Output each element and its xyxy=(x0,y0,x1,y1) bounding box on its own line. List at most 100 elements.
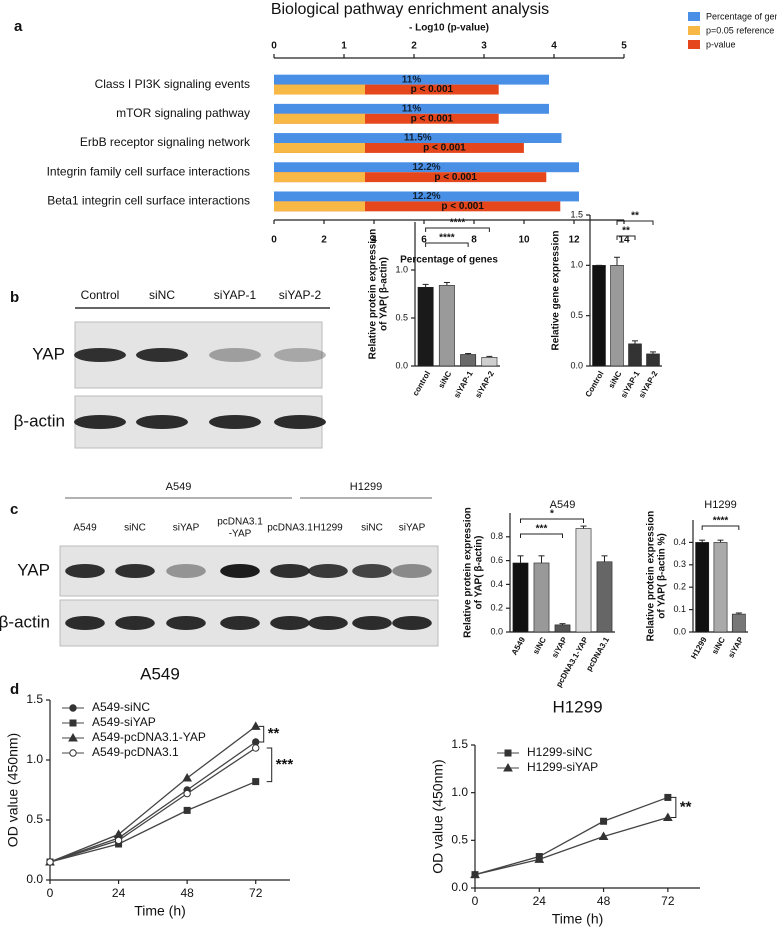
blot-band xyxy=(209,348,261,362)
y-axis-label: Relative gene expression xyxy=(551,230,562,350)
blot-band xyxy=(65,616,105,630)
point xyxy=(250,721,261,730)
point xyxy=(182,772,193,782)
bar xyxy=(610,265,624,367)
annotation: p < 0.001 xyxy=(441,201,484,212)
annotation: *** xyxy=(276,756,294,773)
lane-label: -YAP xyxy=(229,529,252,540)
point xyxy=(46,858,54,866)
point xyxy=(600,817,608,825)
bar xyxy=(438,285,455,367)
row-label: β-actin xyxy=(14,411,65,430)
y-tick-label: 1.5 xyxy=(26,692,43,706)
blot-band xyxy=(352,616,392,630)
legend-label: Percentage of gene xyxy=(706,11,777,21)
y-tick-label: 0.4 xyxy=(490,579,503,589)
x2-tick-label: 4 xyxy=(551,41,557,52)
bar xyxy=(274,103,549,114)
blot-band xyxy=(308,564,348,578)
x-tick-label: H1299 xyxy=(689,635,709,660)
bar xyxy=(533,562,550,633)
x-tick-label: siNC xyxy=(710,635,727,655)
blot-band xyxy=(136,415,188,429)
legend-label: A549-siYAP xyxy=(92,715,156,729)
annotation: p < 0.001 xyxy=(423,143,466,154)
x2-tick-label: 0 xyxy=(271,41,277,52)
legend-label: p-value xyxy=(706,39,736,49)
bar xyxy=(592,265,606,367)
annotation: ** xyxy=(268,725,280,742)
point xyxy=(183,789,191,798)
x-tick-label: 10 xyxy=(518,235,530,246)
y-axis-label: of YAP( β-actin) xyxy=(379,257,390,331)
bar xyxy=(481,357,498,367)
y-axis-label: OD value (450nm) xyxy=(5,733,21,847)
blot-band xyxy=(392,564,432,578)
y-tick-label: 0.0 xyxy=(490,626,503,636)
blot-band xyxy=(65,564,105,578)
y-axis-label: Relative protein expression xyxy=(368,229,379,360)
y-tick-label: 0.5 xyxy=(570,310,583,320)
blot-band xyxy=(270,564,310,578)
legend-marker xyxy=(503,762,513,772)
y-tick-label: 1.0 xyxy=(395,264,408,274)
x-tick-label: siNC xyxy=(437,369,454,389)
x2-tick-label: 1 xyxy=(341,41,347,52)
y-tick-label: 1.0 xyxy=(26,752,43,766)
y-tick-label: 0.5 xyxy=(26,812,43,826)
significance-bracket xyxy=(616,235,636,240)
annotation: p < 0.001 xyxy=(434,172,477,183)
annotation: p < 0.001 xyxy=(411,113,454,124)
blot-band xyxy=(352,564,392,578)
significance-bracket xyxy=(616,220,654,225)
y-tick-label: 0.5 xyxy=(395,312,408,322)
lane-label: siYAP-2 xyxy=(279,288,322,302)
lane-label: siNC xyxy=(361,523,383,534)
blot-band xyxy=(308,616,348,630)
x2-tick-label: 2 xyxy=(411,41,417,52)
significance-bracket xyxy=(670,796,677,818)
y-tick-label: 1.5 xyxy=(451,737,468,751)
bar xyxy=(274,143,524,153)
x-tick-label: siYAP-1 xyxy=(452,369,475,400)
annotation: ** xyxy=(622,226,630,237)
point xyxy=(183,806,191,814)
chart-title: A549 xyxy=(140,664,180,683)
x-tick-label: 48 xyxy=(597,894,611,908)
bar xyxy=(274,201,561,212)
annotation: **** xyxy=(439,233,455,244)
lane-label: pcDNA3.1 xyxy=(267,523,313,534)
category-label: ErbB receptor signaling network xyxy=(80,135,251,149)
y-axis-label: of YAP( β-actin) xyxy=(474,536,485,610)
point xyxy=(252,738,260,746)
y-axis-label: OD value (450nm) xyxy=(430,759,446,873)
blot-band xyxy=(274,415,326,429)
x-tick-label: siNC xyxy=(607,369,624,389)
x-tick-label: 24 xyxy=(112,886,126,900)
x-tick-label: 0 xyxy=(271,235,277,246)
annotation: **** xyxy=(713,516,729,527)
category-label: mTOR signaling pathway xyxy=(116,106,250,120)
y-tick-label: 0.2 xyxy=(673,582,686,592)
y-tick-label: 0.0 xyxy=(673,626,686,636)
y-tick-label: 0.0 xyxy=(26,872,43,886)
significance-bracket xyxy=(520,533,563,538)
bar xyxy=(274,84,365,95)
y-tick-label: 0.5 xyxy=(451,833,468,847)
blot-band xyxy=(392,616,432,630)
significance-bracket xyxy=(258,725,265,743)
x-tick-label: 2 xyxy=(321,235,327,246)
bar xyxy=(596,561,613,633)
y-tick-label: 0.0 xyxy=(451,880,468,894)
blot-band xyxy=(220,616,260,630)
line xyxy=(474,796,669,876)
x-tick-label: 12 xyxy=(568,235,580,246)
blot-band xyxy=(270,616,310,630)
legend-swatch xyxy=(688,40,700,49)
legend-marker xyxy=(69,704,77,712)
chart-title: H1299 xyxy=(704,499,736,511)
blot-band xyxy=(115,616,155,630)
blot-band xyxy=(74,415,126,429)
x-tick-label: siYAP-2 xyxy=(473,369,496,400)
legend-label: A549-pcDNA3.1-YAP xyxy=(92,730,206,744)
